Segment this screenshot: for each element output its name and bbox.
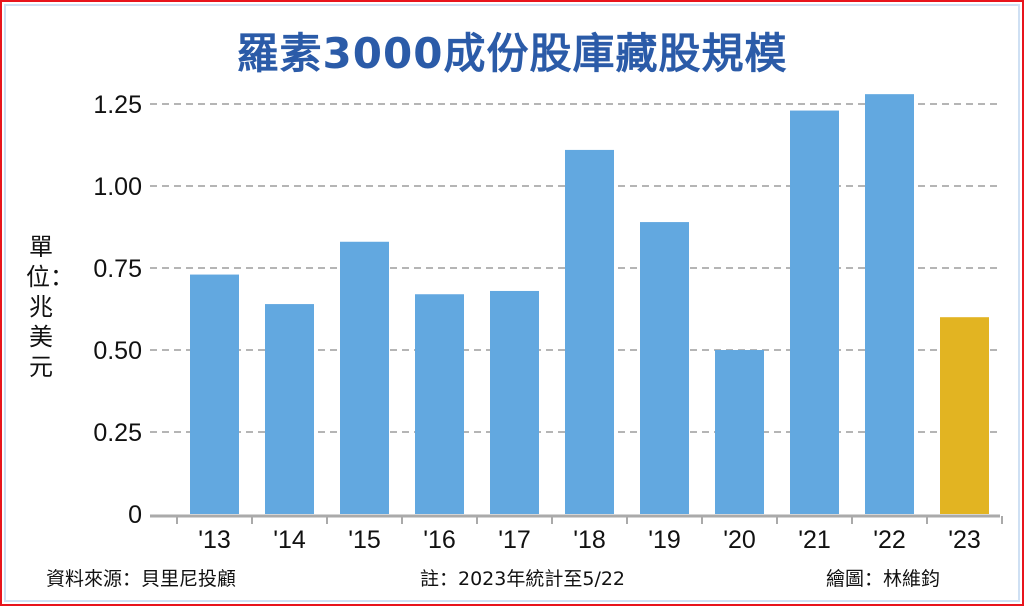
x-tick-label: '18 bbox=[573, 526, 606, 554]
x-tick-label: '17 bbox=[498, 526, 531, 554]
x-tick-label: '23 bbox=[948, 526, 981, 554]
x-tick-label: '16 bbox=[423, 526, 456, 554]
y-tick-label: 1.25 bbox=[93, 91, 142, 119]
footnote: 註：2023年統計至5/22 bbox=[420, 568, 626, 590]
x-tick-label: '21 bbox=[798, 526, 831, 554]
bar bbox=[265, 304, 314, 514]
x-tick-label: '15 bbox=[348, 526, 381, 554]
y-tick-label: 0.25 bbox=[93, 419, 142, 447]
credit-note: 繪圖：林維鈞 bbox=[826, 568, 941, 590]
bar bbox=[640, 222, 689, 514]
bar bbox=[790, 110, 839, 514]
x-tick-label: '14 bbox=[273, 526, 306, 554]
y-tick-label: 0 bbox=[128, 501, 142, 529]
x-tick-label: '19 bbox=[648, 526, 681, 554]
bar bbox=[415, 294, 464, 514]
y-tick-label: 1.00 bbox=[93, 173, 142, 201]
bar bbox=[340, 241, 389, 514]
y-tick-label: 0.75 bbox=[93, 255, 142, 283]
source-note: 資料來源：貝里尼投顧 bbox=[46, 568, 237, 590]
bar bbox=[940, 317, 989, 514]
bar bbox=[565, 149, 614, 515]
bar bbox=[715, 350, 764, 514]
x-tick-label: '20 bbox=[723, 526, 756, 554]
bar bbox=[490, 290, 539, 514]
x-tick-label: '13 bbox=[198, 526, 231, 554]
bar bbox=[865, 94, 914, 514]
inner-frame bbox=[4, 4, 1020, 602]
y-tick-label: 0.50 bbox=[93, 337, 142, 365]
chart-title: 羅素3000成份股庫藏股規模 bbox=[236, 29, 788, 78]
x-tick-label: '22 bbox=[873, 526, 906, 554]
bar bbox=[190, 274, 239, 514]
